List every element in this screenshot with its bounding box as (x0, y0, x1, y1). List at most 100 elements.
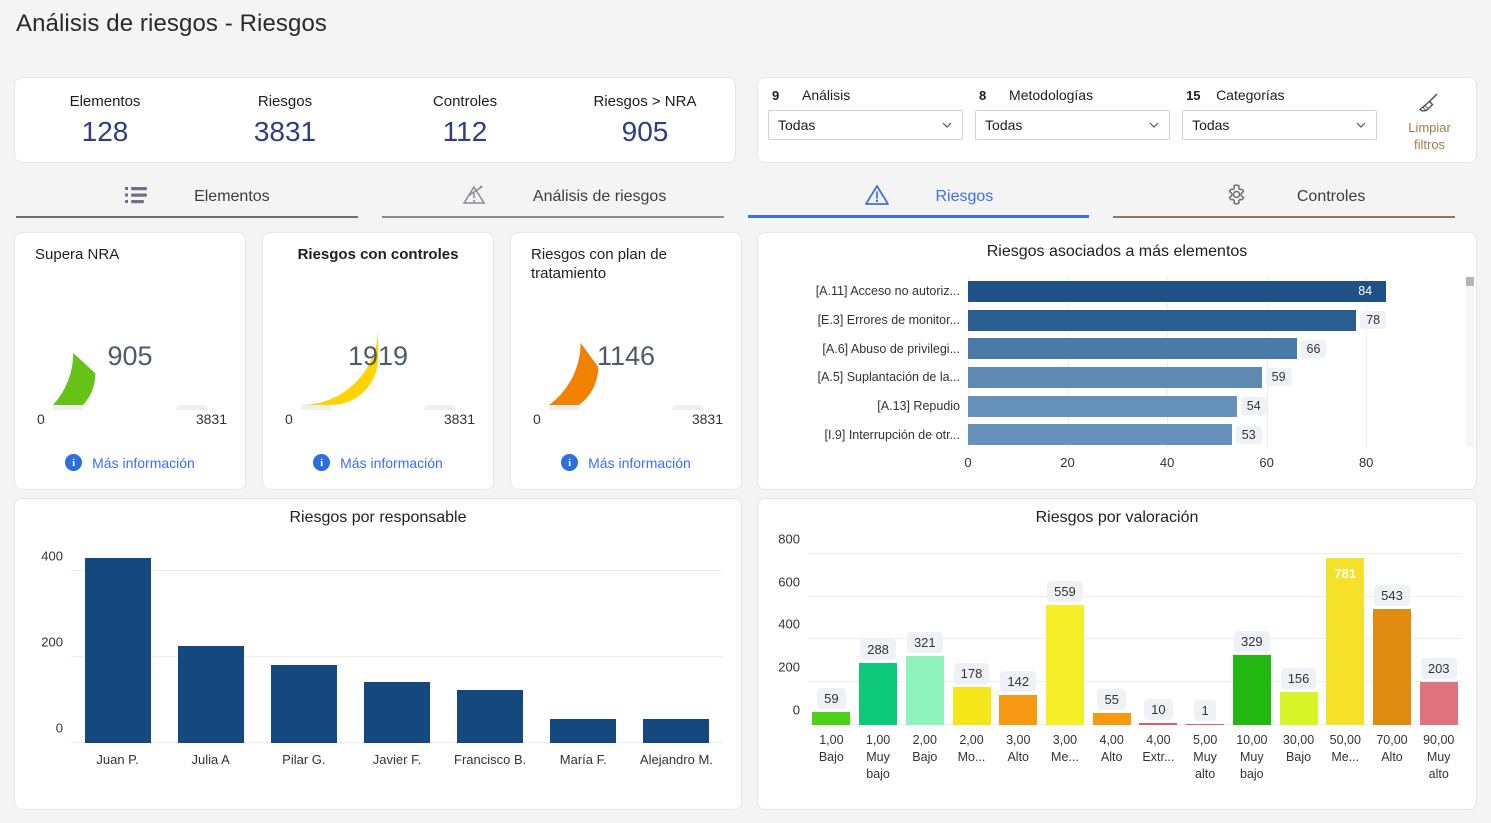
bar[interactable] (177, 645, 244, 743)
gauge-max-label: 3831 (443, 411, 475, 427)
gauge-card-riesgos-con-plan: Riesgos con plan de tratamiento 1146 0 3831… (510, 232, 742, 490)
x-tick-label: 50,00 Me... (1329, 733, 1361, 764)
bar-column: 543 (1369, 541, 1416, 725)
x-tick-label: Alejandro M. (639, 752, 713, 767)
more-info-label: Más información (588, 454, 691, 471)
tab-bar: Elementos Análisis de riesgos Riesgos Contr… (14, 176, 1477, 218)
more-info-link-2[interactable]: i Más información (511, 454, 741, 471)
bar[interactable] (1045, 605, 1084, 725)
chart-bars: 59 288 321 178 142 559 55 10 1 329 156 781 543 203 (808, 541, 1462, 725)
filter-name: Categorías (1216, 87, 1285, 103)
bar[interactable] (812, 712, 851, 725)
bar-column (71, 541, 164, 743)
bar-column: 178 (948, 541, 995, 725)
bar-track: 54 (968, 392, 1406, 421)
bar[interactable] (999, 694, 1038, 725)
filter-select-1[interactable]: Todas (975, 110, 1171, 140)
chart-bars (71, 541, 723, 743)
page-title: Análisis de riesgos - Riesgos (16, 10, 328, 37)
x-tick-label: 2,00 Bajo (912, 733, 938, 764)
x-tick-label: 30,00 Bajo (1282, 733, 1315, 764)
bar[interactable] (1092, 713, 1131, 725)
bar[interactable] (1232, 654, 1271, 725)
bar-column (537, 541, 630, 743)
kpi-value: 112 (442, 115, 488, 147)
gridline (71, 656, 723, 658)
gridline (1366, 277, 1368, 449)
kpi-panel: Elementos 128 Riesgos 3831 Controles 112 Riesg… (14, 77, 736, 163)
bar-column: 1 (1182, 541, 1229, 725)
bar[interactable] (1139, 722, 1178, 725)
chart-scrollbar[interactable] (1466, 277, 1474, 447)
bar-row: [E.3] Errores de monitor... 78 (772, 306, 1406, 335)
x-tick-label: 5,00 Muy alto (1192, 733, 1218, 781)
chart-gridlines (808, 541, 1462, 725)
bar-value-label: 329 (1233, 630, 1270, 652)
bar[interactable] (643, 718, 710, 743)
bar-value-label: 66 (1300, 339, 1327, 358)
bar-column: 288 (855, 541, 902, 725)
bar[interactable] (968, 424, 1232, 446)
x-tick-label: 10,00 Muy bajo (1236, 733, 1268, 781)
clear-filters-button[interactable]: Limpiar filtros (1393, 87, 1466, 153)
kpi-1: Riesgos 3831 (195, 92, 375, 149)
x-tick-label: 4,00 Alto (1099, 733, 1124, 764)
tab-an-lisis-de-riesgos[interactable]: Análisis de riesgos (380, 176, 746, 218)
bar[interactable] (968, 309, 1357, 331)
bar[interactable] (550, 718, 617, 743)
bar-column: 59 (808, 541, 855, 725)
bar-value-label: 10 (1144, 698, 1173, 720)
filter-name: Análisis (802, 87, 851, 103)
clear-filters-label-2: filtros (1414, 137, 1446, 152)
gauge-arc (511, 305, 741, 420)
bar[interactable] (1186, 723, 1225, 725)
bar[interactable] (270, 664, 337, 743)
gauge-value: 1919 (347, 341, 409, 371)
bar-column: 10 (1135, 541, 1182, 725)
more-info-link-0[interactable]: i Más información (15, 454, 245, 471)
bar-value-label: 156 (1280, 667, 1317, 689)
tab-underline (1113, 216, 1455, 218)
filter-2: 15 Categorías Todas (1182, 87, 1378, 140)
filter-select-0[interactable]: Todas (768, 110, 964, 140)
y-tick-label: 200 (778, 659, 800, 675)
gears-icon (1223, 182, 1253, 213)
bar[interactable] (952, 686, 991, 725)
gauge-card-riesgos-con-controles: Riesgos con controles 1919 0 3831 i Más infor… (262, 232, 494, 490)
tab-riesgos[interactable]: Riesgos (746, 176, 1112, 218)
gauge-max-label: 3831 (691, 411, 723, 427)
bar[interactable] (968, 280, 1387, 302)
bar-value-label: 559 (1047, 581, 1083, 603)
gridline (808, 552, 1462, 554)
x-tick-label: Pilar G. (282, 752, 326, 767)
bar[interactable] (905, 656, 944, 725)
bar[interactable] (1326, 557, 1365, 725)
bar[interactable] (859, 663, 898, 725)
chart-x-axis: Juan P. Julia A Pilar G. Javier F. Francisco… (71, 745, 723, 809)
filter-name: Metodologías (1009, 87, 1094, 103)
tab-underline (381, 216, 724, 218)
bar-value-label: 53 (1235, 425, 1262, 444)
tab-elementos[interactable]: Elementos (14, 176, 380, 218)
bar[interactable] (968, 366, 1262, 388)
bar[interactable] (1279, 691, 1318, 725)
kpi-0: Elementos 128 (15, 92, 195, 149)
bar[interactable] (968, 395, 1237, 417)
bar-value-label: 288 (860, 639, 896, 661)
chart-title: Riesgos por responsable (289, 509, 467, 526)
y-tick-label: 400 (41, 548, 63, 564)
filter-select-2[interactable]: Todas (1182, 110, 1378, 140)
bar[interactable] (1372, 608, 1411, 725)
bar[interactable] (84, 558, 151, 743)
bar-column: 203 (1415, 541, 1462, 725)
bar-column: 321 (901, 541, 948, 725)
more-info-link-1[interactable]: i Más información (263, 454, 493, 471)
bar[interactable] (363, 682, 430, 743)
bar-column (257, 541, 350, 743)
bar[interactable] (1419, 681, 1458, 725)
bar[interactable] (968, 338, 1297, 360)
scrollbar-thumb[interactable] (1466, 277, 1474, 286)
kpi-2: Controles 112 (375, 92, 555, 149)
bar[interactable] (457, 690, 524, 743)
tab-controles[interactable]: Controles (1111, 176, 1477, 218)
